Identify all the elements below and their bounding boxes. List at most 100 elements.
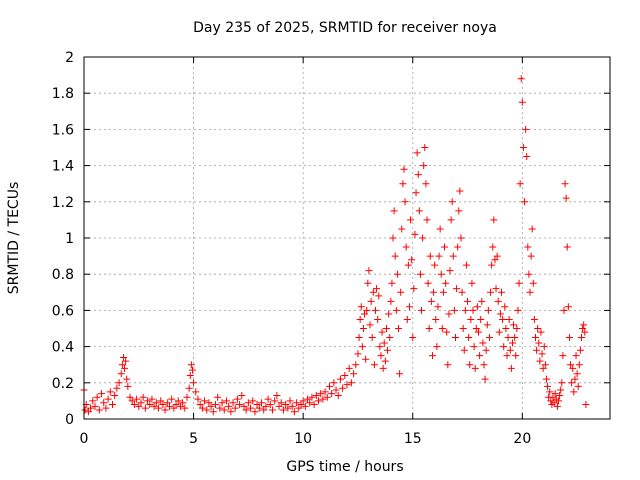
data-point	[563, 243, 571, 251]
data-point	[482, 346, 490, 354]
data-point	[538, 350, 546, 358]
data-point	[483, 321, 491, 329]
data-point	[306, 399, 314, 407]
data-point	[553, 402, 561, 410]
data-point	[268, 406, 276, 414]
data-point	[118, 361, 126, 369]
y-tick-label: 1	[65, 231, 74, 247]
data-point	[488, 261, 496, 269]
data-point	[490, 216, 498, 224]
data-point	[485, 334, 493, 342]
data-point	[436, 225, 444, 233]
data-point	[423, 216, 431, 224]
data-point	[414, 171, 422, 179]
data-point	[315, 397, 323, 405]
data-point	[377, 352, 385, 360]
data-point	[297, 401, 305, 409]
data-point	[574, 382, 582, 390]
data-point	[397, 288, 405, 296]
data-point	[514, 306, 522, 314]
data-point	[146, 401, 154, 409]
data-point	[517, 75, 525, 83]
data-point	[461, 306, 469, 314]
data-point	[384, 346, 392, 354]
data-point	[352, 361, 360, 369]
data-point	[487, 288, 495, 296]
x-tick-label: 5	[189, 431, 198, 447]
data-point	[330, 379, 338, 387]
data-point	[194, 395, 202, 403]
y-tick-label: 0.4	[52, 340, 74, 356]
data-point	[391, 252, 399, 260]
data-point	[542, 375, 550, 383]
data-point	[450, 306, 458, 314]
data-point	[168, 395, 176, 403]
data-point	[98, 390, 106, 398]
data-point	[378, 328, 386, 336]
data-point	[435, 252, 443, 260]
data-point	[494, 297, 502, 305]
data-point	[511, 334, 519, 342]
data-point	[176, 402, 184, 410]
data-point	[398, 225, 406, 233]
data-point	[446, 267, 454, 275]
data-point	[477, 315, 485, 323]
data-point	[385, 310, 393, 318]
data-point	[499, 315, 507, 323]
data-point	[218, 399, 226, 407]
data-point	[447, 216, 455, 224]
data-point	[437, 270, 445, 278]
data-point	[321, 388, 329, 396]
data-point	[373, 285, 381, 293]
data-point	[556, 391, 564, 399]
data-point	[576, 346, 584, 354]
data-point	[370, 361, 378, 369]
data-point	[220, 406, 228, 414]
data-point	[304, 395, 312, 403]
data-point	[106, 388, 114, 396]
data-point	[546, 388, 554, 396]
data-point	[478, 297, 486, 305]
data-point	[123, 375, 131, 383]
y-tick-label: 0	[65, 412, 74, 428]
data-point	[480, 361, 488, 369]
data-point	[572, 352, 580, 360]
data-point	[367, 297, 375, 305]
data-point	[405, 303, 413, 311]
data-point	[255, 404, 263, 412]
data-point	[170, 404, 178, 412]
data-point	[501, 303, 509, 311]
data-point	[102, 404, 110, 412]
data-point	[503, 352, 511, 360]
data-point	[87, 404, 95, 412]
data-point	[312, 391, 320, 399]
data-point	[233, 395, 241, 403]
data-point	[422, 180, 430, 188]
data-point	[363, 306, 371, 314]
data-point	[260, 406, 268, 414]
data-point	[568, 379, 576, 387]
data-point	[443, 328, 451, 336]
data-point	[179, 399, 187, 407]
data-point	[441, 243, 449, 251]
data-point	[416, 270, 424, 278]
data-point	[492, 285, 500, 293]
data-point	[508, 339, 516, 347]
data-point	[459, 325, 467, 332]
data-point	[541, 361, 549, 369]
data-point	[209, 408, 217, 416]
data-point	[410, 285, 418, 293]
data-point	[454, 243, 462, 251]
data-point	[375, 292, 383, 300]
data-point	[150, 402, 158, 410]
data-point	[212, 401, 219, 409]
data-point	[133, 395, 141, 403]
data-point	[404, 261, 412, 269]
y-tick-label: 0.6	[52, 303, 74, 319]
data-point	[359, 325, 367, 332]
data-point	[358, 343, 366, 351]
data-point	[386, 334, 394, 342]
data-point	[286, 397, 294, 405]
data-point	[475, 328, 482, 336]
